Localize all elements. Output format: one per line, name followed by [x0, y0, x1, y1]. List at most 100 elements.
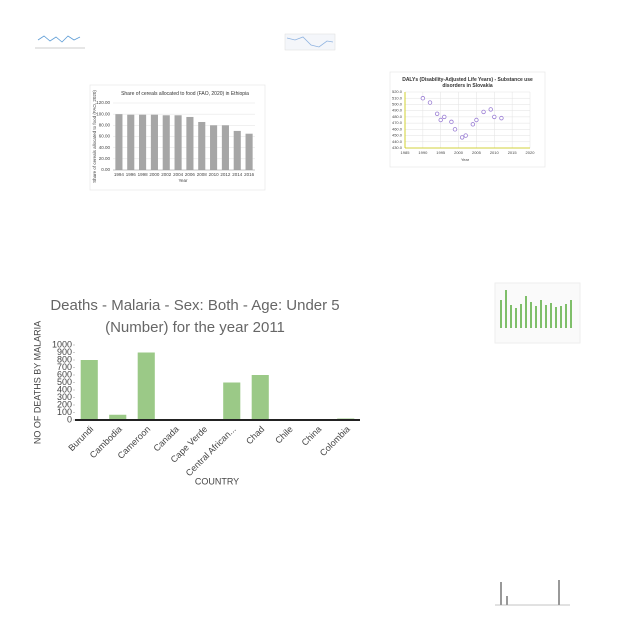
- bar: [245, 133, 253, 170]
- point: [434, 111, 440, 116]
- bar: [139, 114, 147, 170]
- bar: [162, 115, 170, 170]
- x-tick-label: Chad: [244, 424, 266, 446]
- bar: [233, 130, 241, 170]
- point: [459, 135, 465, 140]
- x-tick-label: 2002: [161, 172, 172, 177]
- x-tick-label: 1994: [114, 172, 125, 177]
- y-tick-label: 200: [57, 399, 72, 409]
- y-tick-label: 1000: [52, 339, 72, 349]
- y-tick-label: 900: [57, 347, 72, 357]
- y-tick-label: 60.00: [99, 134, 111, 139]
- bar: [109, 414, 127, 420]
- x-tick-label: 2000: [149, 172, 160, 177]
- y-tick-label: 700: [57, 362, 72, 372]
- x-tick-label: 2012: [220, 172, 231, 177]
- y-tick-label: 510.0: [392, 95, 403, 100]
- y-tick-label: 480.0: [392, 114, 403, 119]
- thumb-bar: [506, 596, 508, 605]
- thumb-frame: [284, 33, 336, 51]
- point: [449, 119, 454, 125]
- bar: [150, 114, 158, 170]
- y-axis-label: NO OF DEATHS BY MALARIA: [32, 321, 42, 444]
- y-tick-label: 600: [57, 369, 72, 379]
- point: [481, 109, 486, 115]
- bar: [174, 115, 182, 170]
- thumbnail: [284, 33, 336, 51]
- bar: [251, 375, 269, 420]
- thumb-line: [37, 35, 81, 43]
- thumbnail: [495, 580, 570, 606]
- y-tick-label: 100.00: [96, 111, 110, 116]
- y-tick-label: 450.0: [392, 133, 403, 138]
- x-tick-label: 2000: [454, 150, 464, 155]
- thumbnail: [35, 35, 85, 49]
- x-axis-label: Year: [178, 178, 188, 183]
- y-tick-label: 470.0: [392, 120, 403, 125]
- point: [492, 114, 497, 120]
- bar: [223, 382, 241, 420]
- bar: [127, 114, 135, 170]
- chart-title: Share of cereals allocated to food (FAO,…: [121, 91, 249, 97]
- thumbnail: [494, 282, 581, 344]
- y-tick-label: 120.00: [96, 100, 110, 105]
- point: [474, 117, 479, 123]
- x-tick-label: 2010: [490, 150, 500, 155]
- x-tick-label: 2016: [244, 172, 255, 177]
- y-tick-label: 300: [57, 392, 72, 402]
- y-tick-label: 40.00: [99, 145, 111, 150]
- point: [499, 115, 504, 121]
- point: [488, 107, 493, 112]
- x-tick-label: 1995: [436, 150, 446, 155]
- y-tick-label: 440.0: [392, 139, 403, 144]
- y-tick-label: 460.0: [392, 126, 403, 131]
- x-axis-label: COUNTRY: [195, 476, 239, 486]
- x-tick-label: 2005: [472, 150, 482, 155]
- bar: [80, 360, 98, 420]
- thumb-bar: [558, 580, 560, 605]
- bar: [115, 114, 123, 170]
- thumb-bar: [500, 582, 502, 605]
- y-tick-label: 0: [67, 414, 72, 424]
- point: [442, 114, 447, 120]
- y-tick-label: 430.0: [392, 145, 403, 150]
- point: [427, 100, 433, 105]
- x-tick-label: 2006: [185, 172, 196, 177]
- x-tick-label: 1990: [418, 150, 428, 155]
- x-tick-label: 2015: [508, 150, 518, 155]
- y-tick-label: 520.0: [392, 89, 403, 94]
- bar: [186, 116, 194, 170]
- chart-title: Deaths - Malaria - Sex: Both - Age: Unde…: [50, 297, 340, 336]
- thumb-line: [286, 36, 334, 48]
- y-tick-label: 100: [57, 407, 72, 417]
- chart-title: DALYs (Disability-Adjusted Life Years) -…: [402, 77, 533, 89]
- thumb-bars: [500, 290, 572, 328]
- point: [438, 117, 443, 123]
- bar: [221, 125, 229, 170]
- thumb-frame: [494, 282, 581, 344]
- x-tick-label: Colombia: [318, 424, 352, 458]
- y-tick-label: 80.00: [99, 123, 111, 128]
- chart: 0.00 20.00 40.00 60.00 80.00 100.00 120.00 Year…: [89, 84, 266, 191]
- x-tick-label: 2010: [209, 172, 220, 177]
- x-tick-label: 1996: [126, 172, 137, 177]
- point: [420, 96, 426, 101]
- x-tick-label: China: [300, 424, 324, 448]
- point: [452, 127, 458, 132]
- bar: [198, 121, 206, 170]
- x-axis-label: Year: [461, 157, 470, 162]
- y-tick-label: 490.0: [392, 108, 403, 113]
- chart-frame: [389, 71, 546, 168]
- x-tick-label: 1998: [138, 172, 149, 177]
- y-tick-label: 500.0: [392, 102, 403, 107]
- y-tick-label: 800: [57, 354, 72, 364]
- x-tick-label: 2008: [197, 172, 208, 177]
- point: [463, 133, 468, 138]
- y-tick-label: 20.00: [99, 156, 111, 161]
- y-tick-label: 400: [57, 384, 72, 394]
- x-tick-label: Chile: [273, 424, 295, 446]
